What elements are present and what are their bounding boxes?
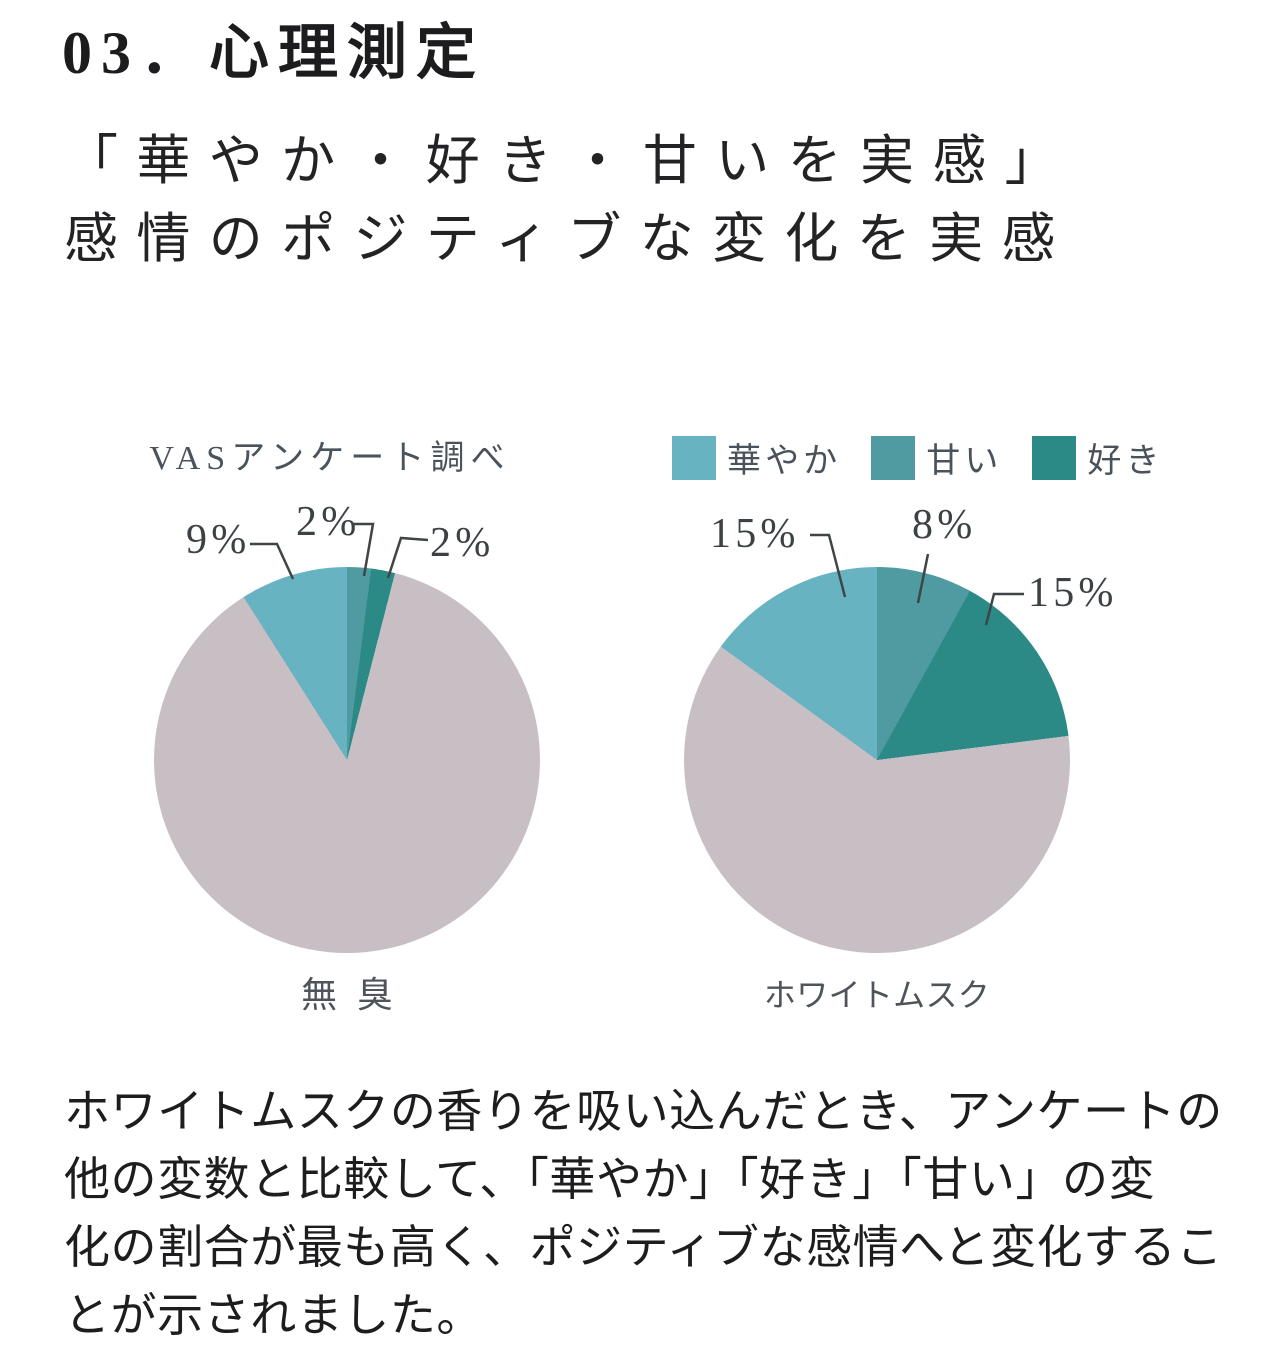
legend-item-amai: 甘い xyxy=(871,433,1002,482)
label-musk-amai: 8% xyxy=(912,502,977,548)
legend-label-amai: 甘い xyxy=(926,443,1003,480)
legend-swatch-suki xyxy=(1032,435,1077,480)
body-line-1: ホワイトムスクの香りを吸い込んだとき、アンケートの xyxy=(64,1086,1223,1137)
legend-label-suki: 好き xyxy=(1087,443,1164,480)
body-line-3: 化の割合が最も高く、ポジティブな感情へと変化するこ xyxy=(64,1222,1223,1273)
figure-title: VASアンケート調べ xyxy=(149,440,511,477)
legend-item-suki: 好き xyxy=(1032,433,1163,482)
pie-chart-white-musk xyxy=(684,567,1070,953)
legend-label-hanayaka: 華やか xyxy=(727,443,842,480)
label-musk-hanayaka: 15% xyxy=(710,511,800,557)
label-musk-suki: 15% xyxy=(1028,570,1118,616)
pie-caption-white-musk: ホワイトムスク xyxy=(763,977,991,1013)
subtitle-line-1: 「華やか・好き・甘いを実感」 xyxy=(64,131,1078,191)
label-odorless-amai: 2% xyxy=(296,499,361,545)
leader-line-odorless-hanayaka xyxy=(250,542,295,580)
legend-swatch-hanayaka xyxy=(672,435,716,480)
pie-caption-odorless: 無臭 xyxy=(301,975,413,1015)
page-subtitle: 「華やか・好き・甘いを実感」 感情のポジティブな変化を実感 xyxy=(64,122,1077,278)
page-title: 03．心理測定 xyxy=(62,20,485,86)
legend-item-hanayaka: 華やか xyxy=(672,433,841,482)
body-line-2: 他の変数と比較して、「華やか」「好き」「甘い」の変 xyxy=(64,1154,1156,1205)
body-line-4: とが示されました。 xyxy=(64,1290,483,1341)
label-odorless-suki: 2% xyxy=(430,520,495,566)
subtitle-line-2: 感情のポジティブな変化を実感 xyxy=(64,209,1074,269)
label-odorless-hanayaka: 9% xyxy=(186,517,251,563)
body-paragraph: ホワイトムスクの香りを吸い込んだとき、アンケートの 他の変数と比較して、「華やか… xyxy=(64,1078,1234,1350)
pie-chart-odorless xyxy=(154,567,540,953)
chart-legend: 華やか 甘い 好き xyxy=(672,433,1164,482)
legend-swatch-amai xyxy=(871,435,916,480)
